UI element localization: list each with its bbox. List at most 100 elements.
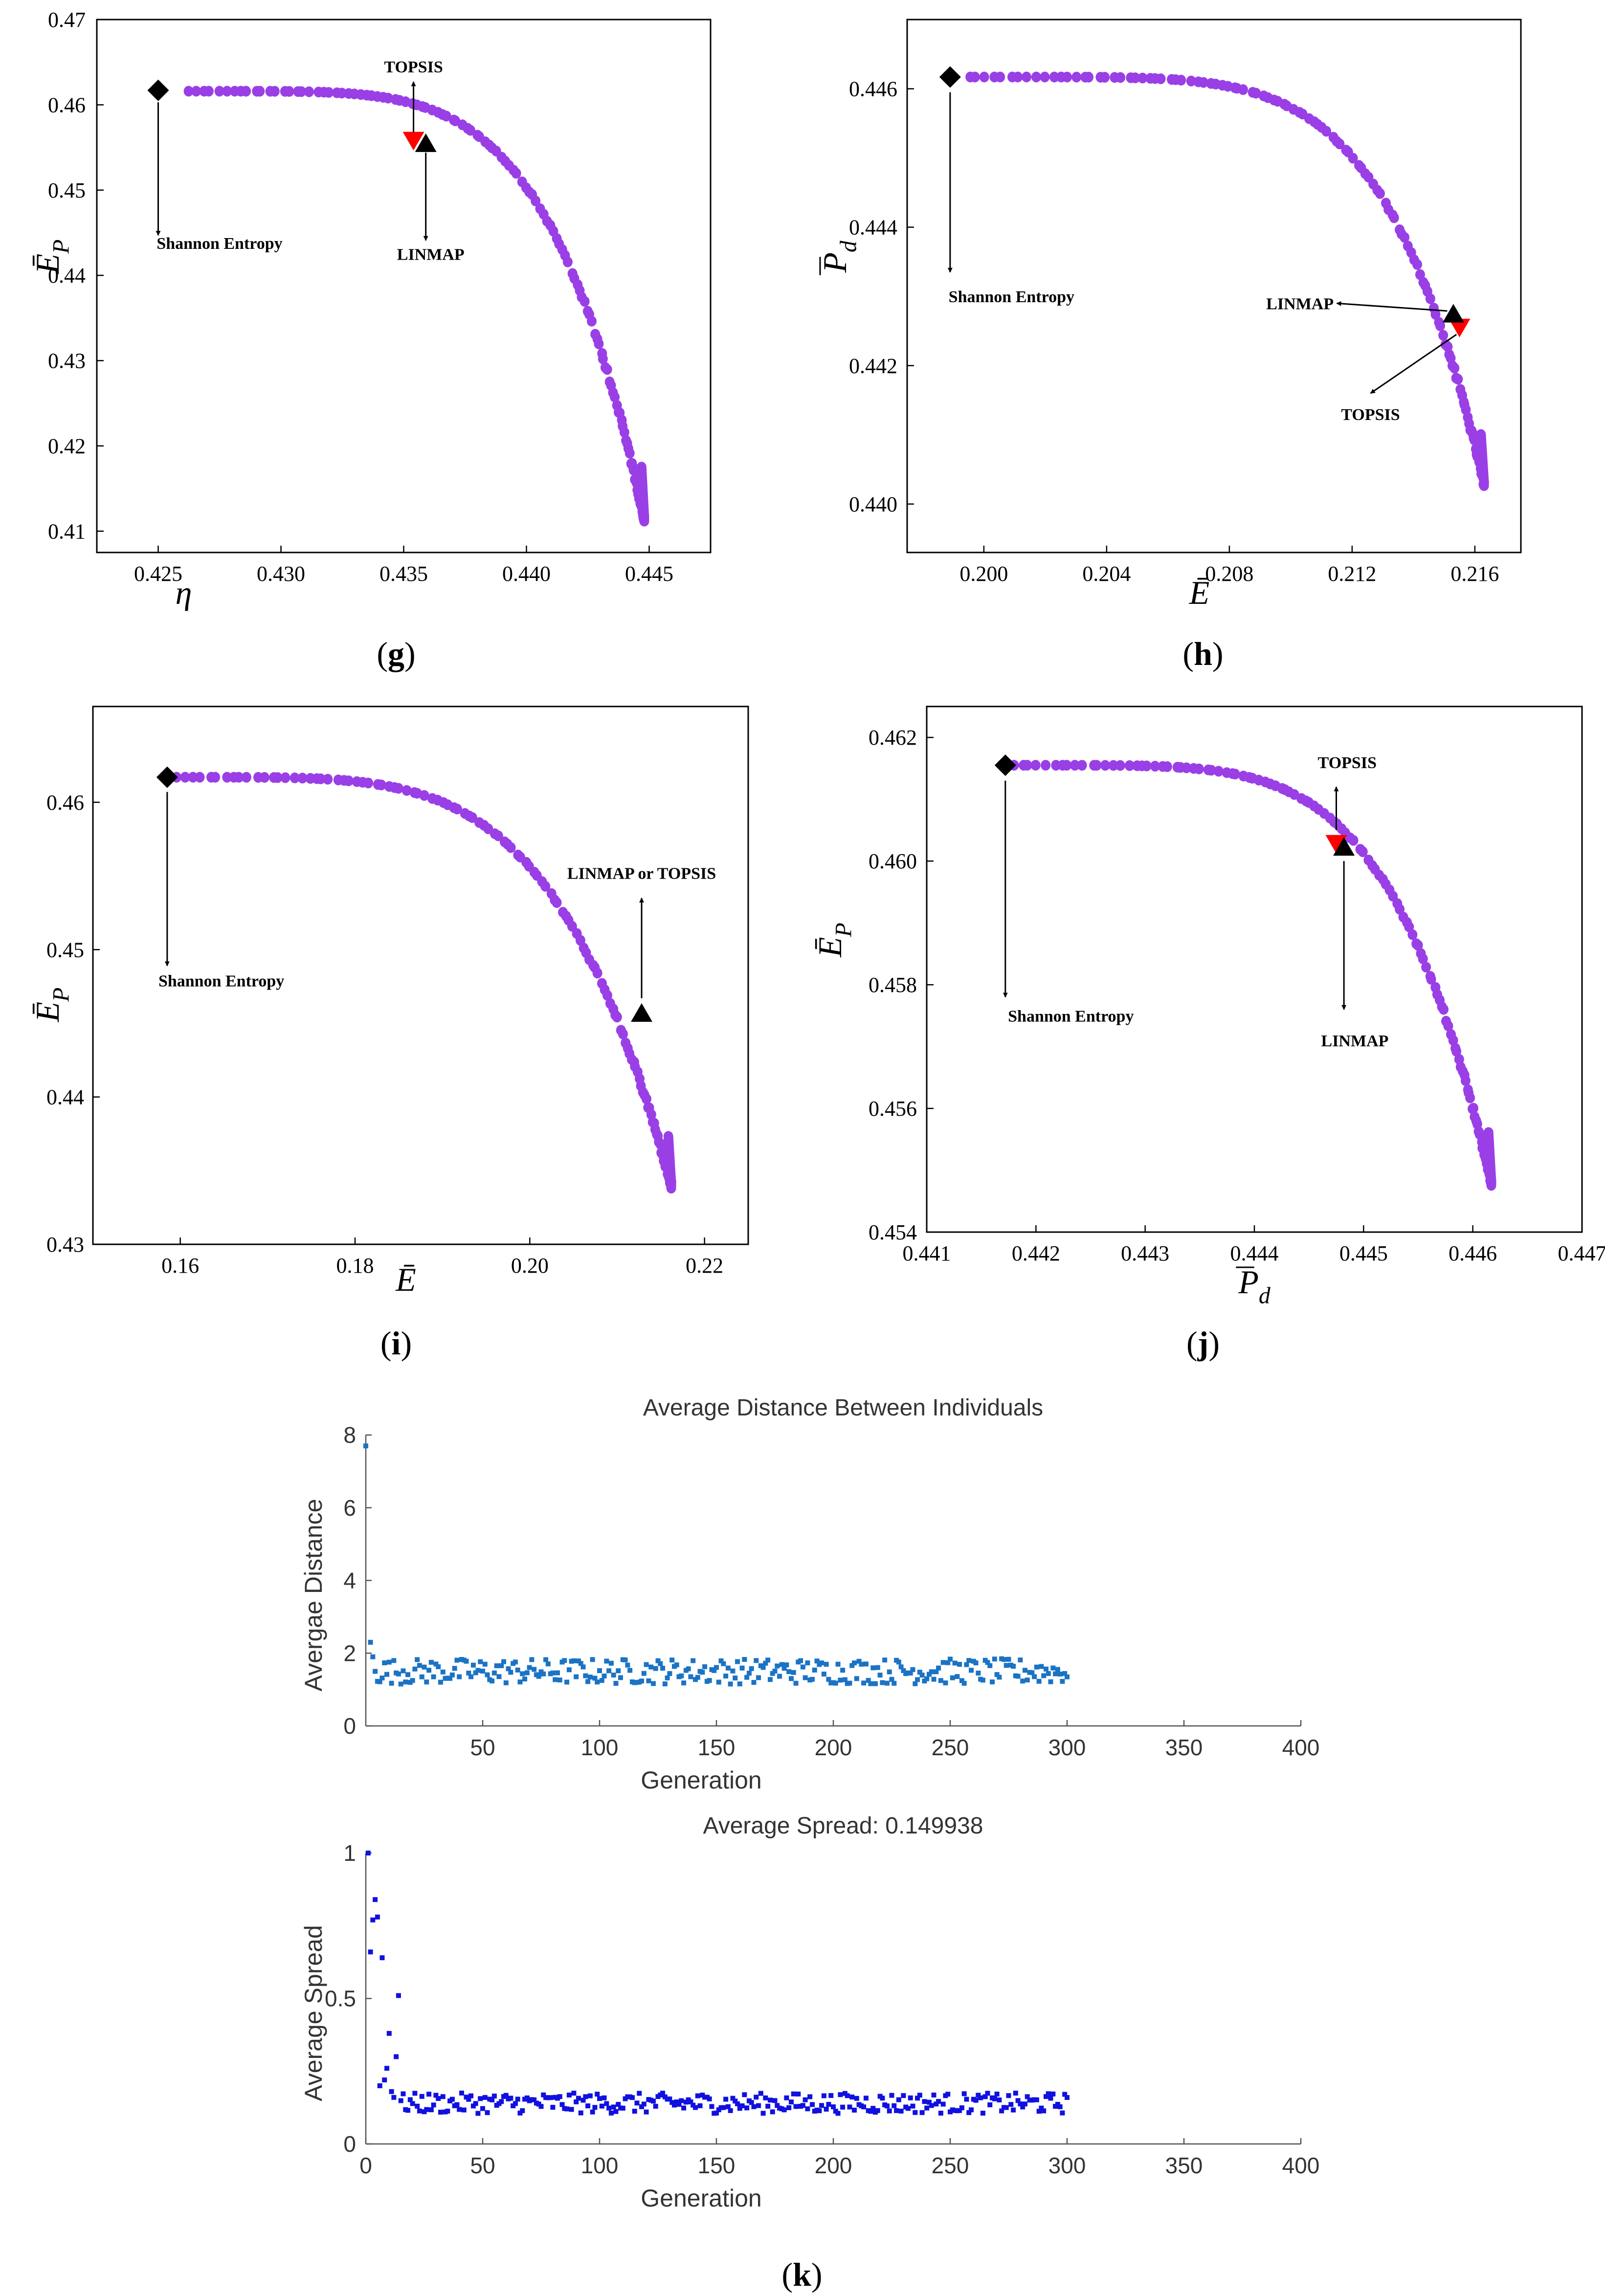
generation-point [436,2096,441,2101]
x-tick-label: 0.442 [1012,1241,1060,1265]
y-axis-label: Pd [816,241,861,275]
pareto-point [315,773,326,784]
generation-point [817,2108,822,2114]
pareto-point [1213,766,1224,777]
generation-point [730,2096,736,2101]
generation-point [557,2094,562,2099]
generation-point [1029,1670,1035,1676]
y-tick-label: 0.41 [48,519,86,543]
generation-point [571,2091,577,2096]
shannon-entropy-marker [939,66,961,88]
generation-point [861,2104,867,2110]
generation-point [1065,2095,1070,2100]
generation-point [410,1678,415,1683]
generation-point [943,1680,948,1686]
generation-point [608,2110,614,2116]
generation-point [695,2093,700,2098]
generation-point [915,1677,920,1682]
generation-point [901,1668,906,1673]
x-tick-label: 200 [815,2153,852,2178]
generation-point [746,1671,752,1676]
generation-point [606,1668,612,1674]
generation-point [548,2095,553,2100]
x-tick-label: 0.443 [1121,1241,1169,1265]
generation-point [520,2108,525,2113]
generation-point [417,1663,422,1668]
generation-point [887,1669,892,1675]
generation-point [739,2103,745,2109]
generation-point [835,2111,841,2116]
generation-point [709,2104,714,2109]
generation-point [751,2104,757,2109]
generation-point [852,1660,857,1666]
generation-point [969,2107,974,2113]
y-tick-label: 0.460 [869,849,917,873]
x-tick-label: 0.435 [379,562,428,586]
pareto-point [284,86,294,97]
x-tick-label: 250 [932,1735,969,1760]
generation-point [1048,2096,1053,2101]
generation-point [491,1670,497,1676]
generation-point [913,2110,918,2115]
generation-point [676,2101,682,2107]
generation-point [966,1658,972,1663]
generation-point [419,1674,424,1679]
generation-point [973,1660,979,1666]
annotation-topsis: TOPSIS [1341,406,1400,424]
generation-point [585,2103,591,2109]
generation-point [758,2091,763,2096]
x-tick-label: 0.447 [1558,1241,1605,1265]
pareto-point [1435,320,1446,331]
generation-point [520,1671,525,1677]
shannon-entropy-marker [147,79,169,101]
pareto-point [195,772,205,783]
y-axis-label: Average Spread [300,1925,327,2101]
pareto-point [465,125,475,136]
generation-point [1043,1666,1048,1672]
generation-point [449,2097,455,2102]
x-tick-label: 0.446 [1449,1241,1497,1265]
generation-point [994,2091,1000,2097]
generation-point [809,2102,815,2107]
generation-point [1041,2108,1047,2114]
generation-point [854,1676,859,1681]
y-tick-label: 0.43 [48,349,86,373]
generation-point [562,1658,567,1663]
x-tick-label: 400 [1282,1735,1320,1760]
pareto-point [296,86,307,97]
generation-point [669,1657,675,1663]
pareto-point [324,87,334,98]
pareto-point [618,1028,628,1039]
generation-point [737,2106,742,2111]
generation-point [987,2102,993,2107]
pareto-point [1465,1092,1475,1104]
panel-label: (j) [1186,1325,1220,1362]
topsis-marker [1449,318,1471,337]
generation-point [791,2091,796,2097]
generation-point [613,2109,619,2114]
generation-point [538,2104,544,2109]
x-tick-label: 0.440 [502,562,551,586]
x-tick-label: 100 [581,1735,619,1760]
generation-point [398,2098,403,2103]
generation-point [919,2110,925,2115]
y-tick-label: 0.47 [48,8,86,32]
generation-point [503,2093,509,2098]
generation-point [725,2104,731,2109]
generation-point [377,2083,382,2088]
generation-point [800,1664,805,1670]
pareto-point [222,772,232,783]
pareto-point [598,353,608,365]
pareto-point [636,462,646,473]
generation-point [894,2108,899,2113]
pareto-point [594,338,604,350]
pareto-point [1413,940,1423,951]
pareto-point [655,1139,666,1150]
generation-point [859,1661,864,1667]
generation-point [838,1678,843,1683]
generation-point [934,1669,939,1675]
y-axis-label: ĒP [811,923,856,958]
generation-point [452,1666,457,1671]
pareto-point [1022,71,1032,83]
